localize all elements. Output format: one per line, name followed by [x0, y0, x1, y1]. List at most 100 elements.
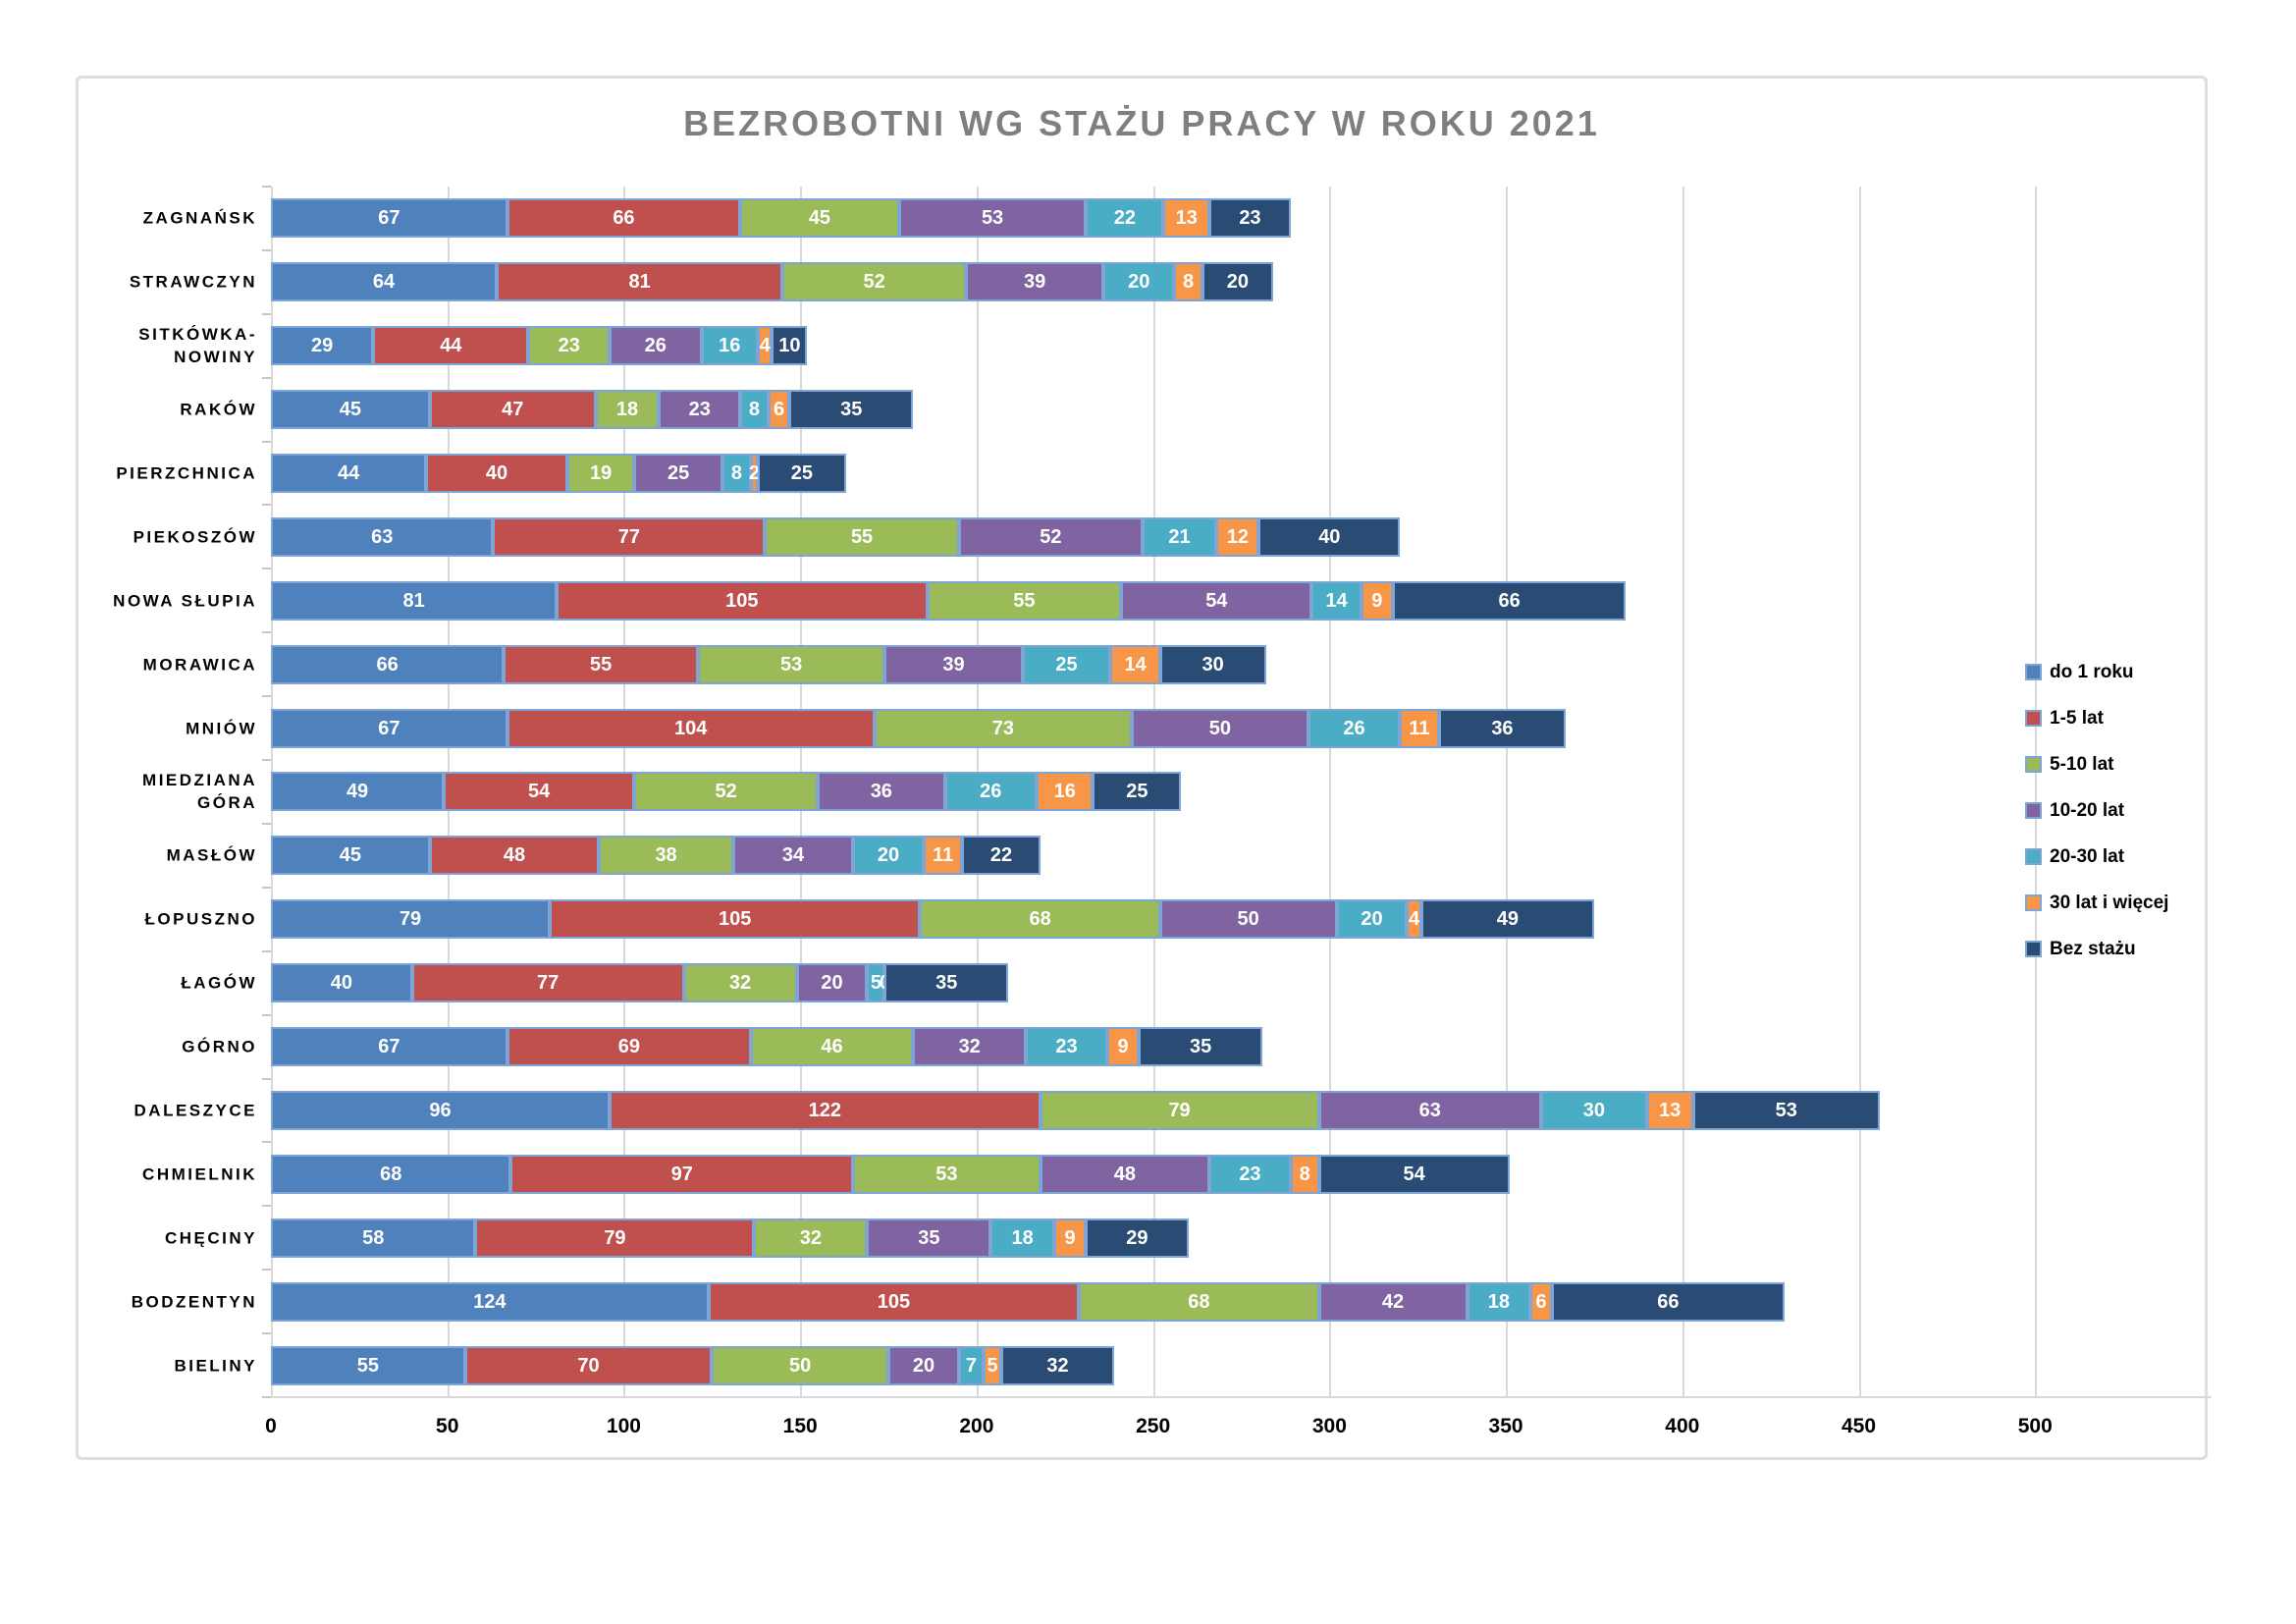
- category-label: MIEDZIANA GÓRA: [142, 771, 257, 813]
- y-axis-tick: [262, 822, 271, 825]
- bar-value-label: 77: [537, 972, 560, 995]
- bar-value-label: 4: [759, 335, 771, 357]
- bar-segment: 36: [1438, 708, 1567, 748]
- category-axis-line: [271, 1396, 2212, 1398]
- stacked-bar: 64 81 52 39 20 8 20: [271, 262, 1273, 302]
- bar-value-label: 5: [987, 1354, 998, 1377]
- bar-value-label: 2: [748, 462, 760, 485]
- bar-value-label: 47: [502, 399, 524, 421]
- bar-value-label: 77: [617, 525, 640, 548]
- bar-value-label: 96: [429, 1099, 452, 1121]
- bar-value-label: 36: [1491, 717, 1514, 739]
- bar-segment: 66: [271, 644, 505, 684]
- bar-value-label: 53: [935, 1163, 958, 1185]
- category-row: STRAWCZYN 64 81 52 39 20 8 20: [130, 250, 2212, 314]
- category-label: BIELINY: [174, 1356, 257, 1376]
- bar-value-label: 45: [339, 844, 361, 867]
- legend-item: 1-5 lat: [2025, 695, 2168, 741]
- bar-value-label: 9: [1117, 1036, 1129, 1058]
- category-label: CHMIELNIK: [142, 1164, 257, 1184]
- bar-value-label: 8: [1299, 1163, 1310, 1185]
- bar-value-label: 54: [528, 781, 551, 803]
- bar-segment: 40: [271, 963, 412, 1003]
- bar-segment: 105: [549, 899, 921, 940]
- bar-segment: 9: [1106, 1027, 1140, 1067]
- bar-segment: 25: [634, 454, 723, 494]
- stacked-bar: 29 44 23 26 16 4 10: [271, 326, 808, 366]
- category-row: CHMIELNIK 68 97 53 48 23 8 54: [142, 1142, 2212, 1206]
- bar-value-label: 70: [577, 1354, 600, 1377]
- legend-label: 1-5 lat: [2050, 707, 2104, 729]
- bar-segment: 53: [697, 644, 885, 684]
- legend-swatch-icon: [2025, 710, 2042, 727]
- bar-segment: 35: [789, 390, 914, 430]
- legend-label: 30 lat i więcej: [2050, 892, 2169, 913]
- bar-segment: 81: [271, 580, 558, 621]
- bar-segment: 19: [566, 454, 635, 494]
- legend-label: do 1 roku: [2050, 661, 2134, 682]
- legend-label: 10-20 lat: [2050, 799, 2125, 821]
- bar-value-label: 8: [748, 399, 760, 421]
- bar-value-label: 105: [725, 589, 759, 612]
- stacked-bar: 67 69 46 32 23 9 35: [271, 1027, 1263, 1067]
- bar-value-label: 55: [356, 1354, 379, 1377]
- gridline: [1506, 187, 1509, 1397]
- bar-segment: 81: [497, 262, 783, 302]
- category-row: MASŁÓW 45 48 38 34 20 11 22: [167, 824, 2212, 888]
- bar-value-label: 73: [991, 717, 1014, 739]
- bar-value-label: 55: [589, 653, 613, 676]
- bar-value-label: 55: [1013, 589, 1036, 612]
- bar-segment: 54: [1318, 1154, 1510, 1194]
- bar-value-label: 66: [613, 207, 635, 230]
- bar-segment: 42: [1318, 1281, 1468, 1322]
- bar-segment: 63: [271, 516, 494, 557]
- chart-title: BEZROBOTNI WG STAŻU PRACY W ROKU 2021: [683, 103, 1600, 143]
- bar-segment: 23: [1209, 1154, 1291, 1194]
- category-row: DALESZYCE 96 122 79 63 30 13 53: [134, 1079, 2212, 1143]
- bar-value-label: 48: [503, 844, 526, 867]
- bar-segment: 68: [271, 1154, 511, 1194]
- legend-item: 5-10 lat: [2025, 741, 2168, 787]
- legend-item: Bez stażu: [2025, 926, 2168, 972]
- bar-segment: 6: [1530, 1281, 1552, 1322]
- legend-item: do 1 roku: [2025, 649, 2168, 695]
- bar-segment: 29: [1086, 1218, 1189, 1258]
- bar-value-label: 45: [808, 207, 831, 230]
- category-label: CHĘCINY: [164, 1228, 257, 1248]
- stacked-bar: 55 70 50 20 7 5 32: [271, 1345, 1115, 1385]
- bar-segment: 8: [1174, 262, 1202, 302]
- bar-segment: 13: [1646, 1090, 1693, 1130]
- bar-value-label: 79: [399, 908, 422, 931]
- bar-value-label: 30: [1201, 653, 1224, 676]
- bar-value-label: 81: [628, 271, 651, 294]
- category-label: DALESZYCE: [133, 1101, 257, 1120]
- category-label: SITKÓWKA- NOWINY: [138, 325, 257, 367]
- bar-value-label: 54: [1403, 1163, 1425, 1185]
- bar-segment: 22: [1086, 198, 1164, 239]
- category-label: ZAGNAŃSK: [142, 208, 257, 228]
- y-axis-tick: [262, 1396, 271, 1398]
- category-label: RAKÓW: [180, 400, 257, 419]
- bar-value-label: 11: [1409, 717, 1430, 739]
- bar-value-label: 20: [1226, 271, 1249, 294]
- bar-segment: 79: [1040, 1090, 1319, 1130]
- bar-segment: 48: [1040, 1154, 1210, 1194]
- bar-segment: 50: [712, 1345, 889, 1385]
- bar-segment: 20: [888, 1345, 959, 1385]
- bar-value-label: 54: [1205, 589, 1228, 612]
- bar-segment: 11: [923, 836, 963, 876]
- plot-area: ZAGNAŃSK 67 66 45 53 22 13 23 STRAWCZYN 64 81 52 39 2…: [113, 186, 2212, 1398]
- bar-segment: 4: [1407, 899, 1421, 940]
- bar-segment: 49: [1420, 899, 1594, 940]
- bar-segment: 68: [920, 899, 1160, 940]
- stacked-bar: 66 55 53 39 25 14 30: [271, 644, 1266, 684]
- bar-segment: 21: [1142, 516, 1217, 557]
- bar-value-label: 81: [402, 589, 425, 612]
- bar-value-label: 26: [980, 781, 1002, 803]
- y-axis-tick: [262, 504, 271, 507]
- y-axis-tick: [262, 1332, 271, 1335]
- category-row: ŁAGÓW407732205035: [181, 951, 2212, 1015]
- legend-swatch-icon: [2025, 756, 2042, 773]
- bar-segment: 45: [271, 836, 430, 876]
- bar-value-label: 35: [840, 399, 863, 421]
